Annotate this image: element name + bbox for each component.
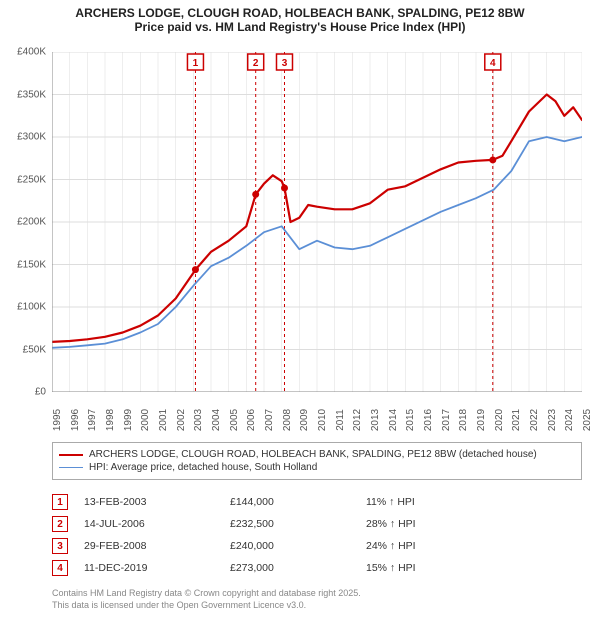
legend-label-hpi: HPI: Average price, detached house, Sout… — [89, 462, 317, 473]
y-tick-label: £250K — [0, 174, 46, 185]
title-line-1: ARCHERS LODGE, CLOUGH ROAD, HOLBEACH BAN… — [10, 6, 590, 20]
svg-text:4: 4 — [490, 58, 496, 69]
marker-row: 3 29-FEB-2008 £240,000 24% ↑ HPI — [52, 538, 582, 554]
y-tick-label: £400K — [0, 47, 46, 58]
x-tick-label: 2004 — [211, 409, 222, 431]
marker-badge: 2 — [52, 516, 68, 532]
y-tick-label: £50K — [0, 344, 46, 355]
marker-price: £144,000 — [230, 496, 350, 508]
x-tick-label: 2013 — [370, 409, 381, 431]
footer-line-1: Contains HM Land Registry data © Crown c… — [52, 588, 582, 600]
y-tick-label: £300K — [0, 132, 46, 143]
chart-plot-area: 1 2 3 4 — [52, 52, 582, 392]
x-tick-label: 2002 — [176, 409, 187, 431]
marker-price: £232,500 — [230, 518, 350, 530]
legend-swatch-price-paid — [59, 454, 83, 456]
y-tick-label: £0 — [0, 387, 46, 398]
marker-row: 1 13-FEB-2003 £144,000 11% ↑ HPI — [52, 494, 582, 510]
x-tick-label: 1998 — [105, 409, 116, 431]
marker-hpi-delta: 24% ↑ HPI — [366, 540, 486, 552]
marker-hpi-delta: 15% ↑ HPI — [366, 562, 486, 574]
legend-label-price-paid: ARCHERS LODGE, CLOUGH ROAD, HOLBEACH BAN… — [89, 449, 537, 460]
legend-item-hpi: HPI: Average price, detached house, Sout… — [59, 462, 575, 473]
marker-badge: 4 — [52, 560, 68, 576]
svg-text:1: 1 — [193, 58, 199, 69]
x-tick-label: 2012 — [352, 409, 363, 431]
legend-item-price-paid: ARCHERS LODGE, CLOUGH ROAD, HOLBEACH BAN… — [59, 449, 575, 460]
marker-row: 4 11-DEC-2019 £273,000 15% ↑ HPI — [52, 560, 582, 576]
footer-attribution: Contains HM Land Registry data © Crown c… — [52, 588, 582, 611]
x-tick-label: 1999 — [123, 409, 134, 431]
y-tick-label: £100K — [0, 302, 46, 313]
marker-badge: 1 — [52, 494, 68, 510]
x-tick-label: 2009 — [299, 409, 310, 431]
x-tick-label: 2019 — [476, 409, 487, 431]
x-tick-label: 2003 — [193, 409, 204, 431]
x-tick-label: 2008 — [282, 409, 293, 431]
x-tick-label: 2005 — [229, 409, 240, 431]
chart-svg: 1 2 3 4 — [52, 52, 582, 392]
marker-date: 14-JUL-2006 — [84, 518, 214, 530]
marker-hpi-delta: 28% ↑ HPI — [366, 518, 486, 530]
x-tick-label: 2018 — [458, 409, 469, 431]
x-tick-label: 2021 — [511, 409, 522, 431]
y-axis: £0£50K£100K£150K£200K£250K£300K£350K£400… — [0, 52, 50, 392]
legend-swatch-hpi — [59, 467, 83, 468]
x-tick-label: 2022 — [529, 409, 540, 431]
x-tick-label: 1997 — [87, 409, 98, 431]
marker-date: 13-FEB-2003 — [84, 496, 214, 508]
x-tick-label: 2001 — [158, 409, 169, 431]
svg-text:3: 3 — [282, 58, 288, 69]
legend: ARCHERS LODGE, CLOUGH ROAD, HOLBEACH BAN… — [52, 442, 582, 480]
y-tick-label: £350K — [0, 89, 46, 100]
marker-date: 29-FEB-2008 — [84, 540, 214, 552]
x-tick-label: 2000 — [140, 409, 151, 431]
marker-row: 2 14-JUL-2006 £232,500 28% ↑ HPI — [52, 516, 582, 532]
x-tick-label: 2020 — [494, 409, 505, 431]
y-tick-label: £150K — [0, 259, 46, 270]
x-tick-label: 2015 — [405, 409, 416, 431]
chart-title: ARCHERS LODGE, CLOUGH ROAD, HOLBEACH BAN… — [0, 0, 600, 36]
x-tick-label: 1995 — [52, 409, 63, 431]
x-tick-label: 2024 — [564, 409, 575, 431]
footer-line-2: This data is licensed under the Open Gov… — [52, 600, 582, 612]
y-tick-label: £200K — [0, 217, 46, 228]
marker-badge: 3 — [52, 538, 68, 554]
x-tick-label: 2007 — [264, 409, 275, 431]
marker-price: £240,000 — [230, 540, 350, 552]
markers-table: 1 13-FEB-2003 £144,000 11% ↑ HPI 2 14-JUL-200… — [52, 488, 582, 582]
x-tick-label: 2016 — [423, 409, 434, 431]
marker-hpi-delta: 11% ↑ HPI — [366, 496, 486, 508]
svg-text:2: 2 — [253, 58, 259, 69]
x-tick-label: 2014 — [388, 409, 399, 431]
title-line-2: Price paid vs. HM Land Registry's House … — [10, 20, 590, 34]
x-tick-label: 2006 — [246, 409, 257, 431]
marker-date: 11-DEC-2019 — [84, 562, 214, 574]
x-tick-label: 2017 — [441, 409, 452, 431]
x-tick-label: 2011 — [335, 409, 346, 431]
x-axis: 1995 1996 1997 1998 1999 2000 2001 2002 2003 2004… — [52, 392, 582, 442]
x-tick-label: 2025 — [582, 409, 593, 431]
marker-price: £273,000 — [230, 562, 350, 574]
x-tick-label: 2010 — [317, 409, 328, 431]
x-tick-label: 1996 — [70, 409, 81, 431]
x-tick-label: 2023 — [547, 409, 558, 431]
